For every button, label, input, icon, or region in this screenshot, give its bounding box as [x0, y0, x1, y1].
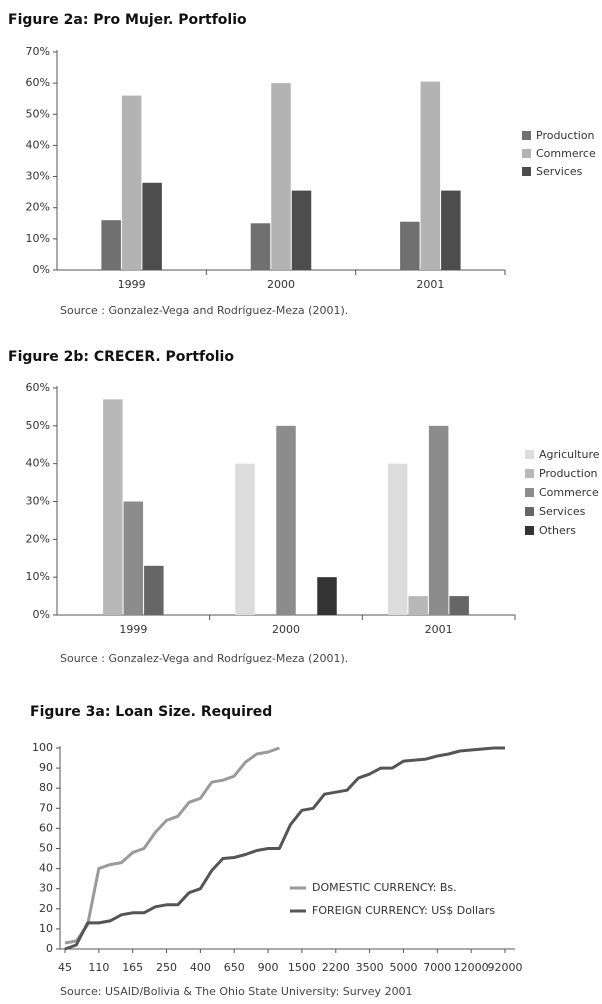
x-tick-label: 1999 [119, 623, 147, 636]
legend-swatch [525, 507, 534, 516]
legend-swatch [522, 131, 531, 140]
bar [144, 565, 164, 615]
x-tick-label: 250 [156, 961, 177, 974]
y-tick-label: 20% [26, 532, 50, 545]
x-tick-label: 2000 [272, 623, 300, 636]
x-tick-label: 1500 [288, 961, 316, 974]
legend-label: Production [536, 129, 595, 142]
x-tick-label: 92000 [488, 961, 523, 974]
x-tick-label: 900 [258, 961, 279, 974]
bar [235, 463, 255, 615]
bar [449, 596, 469, 615]
legend-swatch [525, 469, 534, 478]
y-tick-label: 100 [32, 741, 53, 754]
y-tick-label: 80 [39, 781, 53, 794]
bar [428, 425, 449, 615]
bar [103, 399, 123, 615]
x-tick-label: 3500 [356, 961, 384, 974]
chart-title: Figure 2a: Pro Mujer. Portfolio [8, 12, 247, 28]
legend-swatch [522, 167, 531, 176]
x-tick-label: 650 [224, 961, 245, 974]
y-tick-label: 40 [39, 862, 53, 875]
y-tick-label: 20% [26, 201, 50, 214]
source-note: Source: USAID/Bolivia & The Ohio State U… [60, 985, 413, 998]
line-series [64, 746, 505, 951]
y-tick-label: 10 [39, 922, 53, 935]
y-tick-label: 70% [26, 45, 50, 58]
y-tick-label: 30 [39, 882, 53, 895]
legend-label: Production [539, 467, 598, 480]
legend-label: Commerce [539, 486, 599, 499]
x-tick-label: 2000 [267, 278, 295, 291]
bar [317, 577, 337, 615]
legend-label: Commerce [536, 147, 596, 160]
source-note: Source : Gonzalez-Vega and Rodríguez-Mez… [60, 652, 348, 665]
line-series [64, 746, 280, 945]
x-tick-label: 5000 [389, 961, 417, 974]
x-tick-label: 400 [190, 961, 211, 974]
chart-title: Figure 3a: Loan Size. Required [30, 704, 272, 720]
x-tick-label: 2001 [416, 278, 444, 291]
bar [142, 182, 162, 270]
x-tick-label: 2200 [322, 961, 350, 974]
bar [123, 501, 144, 615]
bar [400, 221, 420, 270]
x-tick-label: 1999 [118, 278, 146, 291]
bar [420, 81, 441, 270]
y-tick-label: 0 [46, 942, 53, 955]
bar [291, 190, 312, 270]
legend-label: Services [539, 505, 586, 518]
legend-label: Others [539, 524, 576, 537]
bar [276, 425, 296, 615]
chart-title: Figure 2b: CRECER. Portfolio [8, 349, 234, 365]
y-tick-label: 50 [39, 842, 53, 855]
legend-swatch [525, 450, 534, 459]
x-tick-label: 7000 [423, 961, 451, 974]
x-tick-label: 12000 [454, 961, 489, 974]
y-tick-label: 90 [39, 761, 53, 774]
y-tick-label: 50% [26, 419, 50, 432]
y-tick-label: 60% [26, 76, 50, 89]
x-tick-label: 165 [122, 961, 143, 974]
legend-label: Agriculture [539, 448, 600, 461]
legend-label: Services [536, 165, 583, 178]
y-tick-label: 0% [33, 263, 50, 276]
bar [408, 596, 428, 615]
legend-swatch [525, 526, 534, 535]
bar [387, 463, 408, 615]
bar [121, 95, 142, 270]
bar [441, 190, 461, 270]
y-tick-label: 10% [26, 232, 50, 245]
legend-label: FOREIGN CURRENCY: US$ Dollars [312, 904, 495, 917]
x-tick-label: 110 [88, 961, 109, 974]
legend-swatch [525, 488, 534, 497]
y-tick-label: 10% [26, 570, 50, 583]
x-tick-label: 2001 [425, 623, 453, 636]
y-tick-label: 0% [33, 608, 50, 621]
y-tick-label: 30% [26, 495, 50, 508]
y-tick-label: 40% [26, 457, 50, 470]
y-tick-label: 30% [26, 170, 50, 183]
legend-label: DOMESTIC CURRENCY: Bs. [312, 881, 457, 894]
y-tick-label: 20 [39, 902, 53, 915]
y-tick-label: 40% [26, 138, 50, 151]
y-tick-label: 60% [26, 381, 50, 394]
y-tick-label: 60 [39, 821, 53, 834]
bar [271, 83, 291, 271]
legend-swatch [522, 149, 531, 158]
y-tick-label: 50% [26, 107, 50, 120]
bar [250, 223, 271, 270]
bar [101, 220, 121, 270]
source-note: Source : Gonzalez-Vega and Rodríguez-Mez… [60, 304, 348, 317]
y-tick-label: 70 [39, 801, 53, 814]
x-tick-label: 45 [58, 961, 72, 974]
